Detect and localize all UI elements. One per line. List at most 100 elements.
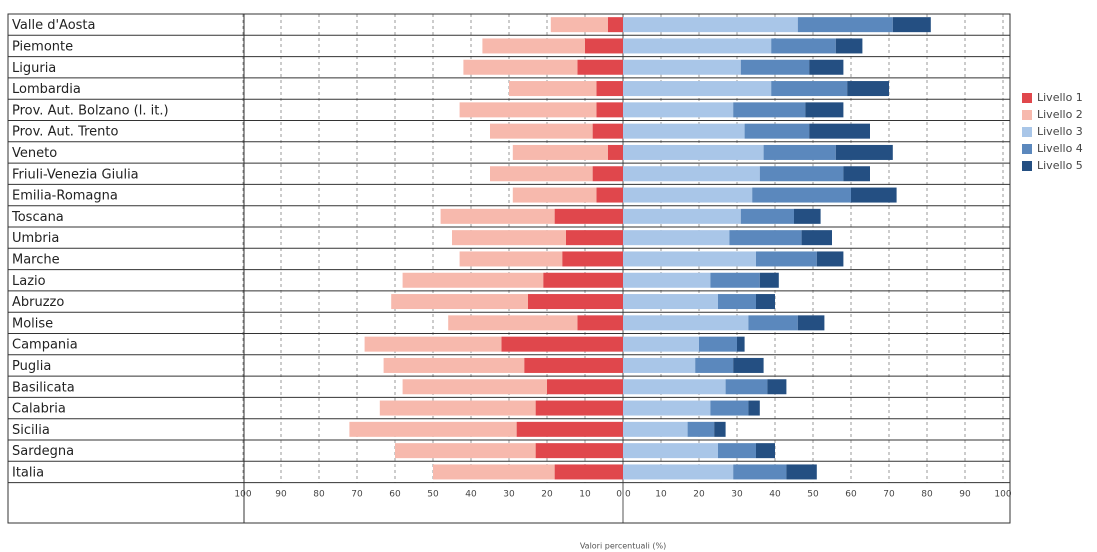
bar — [623, 187, 753, 203]
bar — [809, 123, 870, 139]
bar — [482, 38, 585, 54]
x-tick-label: 90 — [275, 490, 287, 500]
bar — [725, 379, 768, 395]
bar — [459, 102, 597, 118]
bar — [623, 166, 760, 182]
category-label: Basilicata — [12, 380, 75, 395]
bar — [592, 166, 623, 182]
bar — [554, 464, 623, 480]
x-tick-label: 40 — [465, 490, 477, 500]
x-tick-label: 30 — [503, 490, 515, 500]
legend-swatch — [1022, 161, 1032, 171]
bar — [756, 294, 775, 310]
x-tick-label: 100 — [234, 490, 251, 500]
x-tick-label: 90 — [959, 490, 971, 500]
legend-swatch — [1022, 127, 1032, 137]
bar — [623, 17, 798, 33]
category-label: Molise — [12, 316, 53, 331]
bar — [763, 144, 836, 160]
bar — [623, 315, 749, 331]
x-tick-label: 70 — [351, 490, 363, 500]
bar — [748, 400, 760, 416]
category-label: Calabria — [12, 402, 66, 417]
x-tick-label: 100 — [994, 490, 1011, 500]
x-tick-label: 10 — [579, 490, 591, 500]
bar — [566, 230, 623, 246]
bar — [892, 17, 931, 33]
bar — [623, 38, 772, 54]
x-tick-label: 80 — [313, 490, 325, 500]
bar — [596, 81, 623, 97]
bar — [452, 230, 566, 246]
category-label: Prov. Aut. Bolzano (l. it.) — [12, 103, 169, 118]
bar — [554, 208, 623, 224]
bar — [835, 38, 863, 54]
x-tick-label: 80 — [921, 490, 933, 500]
bar — [402, 272, 544, 288]
category-label: Emilia-Romagna — [12, 189, 118, 204]
bar — [623, 230, 730, 246]
bar — [623, 208, 741, 224]
legend-label: Livello 4 — [1037, 142, 1083, 155]
category-label: Marche — [12, 252, 60, 267]
legend-swatch — [1022, 110, 1032, 120]
bar — [623, 144, 764, 160]
bar — [805, 102, 844, 118]
bar — [383, 357, 525, 373]
bar — [547, 379, 623, 395]
x-tick-label: 70 — [883, 490, 895, 500]
x-axis-title: Valori percentuali (%) — [580, 542, 666, 551]
bar — [535, 400, 623, 416]
category-label: Sardegna — [12, 444, 74, 459]
category-label: Italia — [12, 465, 44, 480]
bar — [816, 251, 844, 267]
x-tick-label: 50 — [427, 490, 439, 500]
bar — [550, 17, 608, 33]
x-tick-label: 20 — [693, 490, 705, 500]
bar — [623, 421, 688, 437]
x-tick-label: 60 — [389, 490, 401, 500]
bar — [623, 123, 745, 139]
category-label: Campania — [12, 338, 78, 353]
bar — [835, 144, 893, 160]
bar — [623, 336, 699, 352]
bar — [786, 464, 817, 480]
bar — [809, 59, 844, 75]
bar — [748, 315, 798, 331]
bar — [623, 59, 741, 75]
category-label: Valle d'Aosta — [12, 18, 95, 33]
bar — [843, 166, 870, 182]
bar — [463, 59, 578, 75]
x-tick-label: 10 — [655, 490, 667, 500]
bar — [710, 272, 760, 288]
legend-label: Livello 3 — [1037, 125, 1083, 138]
category-label: Lazio — [12, 274, 46, 289]
bar — [585, 38, 623, 54]
bar — [699, 336, 737, 352]
bar — [733, 464, 787, 480]
bar — [596, 102, 623, 118]
bar — [623, 443, 718, 459]
bar — [623, 400, 711, 416]
bar — [623, 294, 718, 310]
bar — [756, 443, 775, 459]
bar — [562, 251, 623, 267]
bar — [733, 357, 764, 373]
bar — [756, 251, 817, 267]
bar — [516, 421, 623, 437]
bar — [771, 38, 836, 54]
bar — [391, 294, 528, 310]
bar — [543, 272, 623, 288]
bar — [490, 123, 593, 139]
bar — [718, 443, 756, 459]
bar — [847, 81, 889, 97]
bar — [740, 208, 794, 224]
bar — [607, 144, 623, 160]
legend-label: Livello 5 — [1037, 159, 1083, 172]
x-tick-label: 30 — [731, 490, 743, 500]
bar — [349, 421, 517, 437]
bar — [851, 187, 897, 203]
bar — [490, 166, 593, 182]
category-label: Puglia — [12, 359, 51, 374]
